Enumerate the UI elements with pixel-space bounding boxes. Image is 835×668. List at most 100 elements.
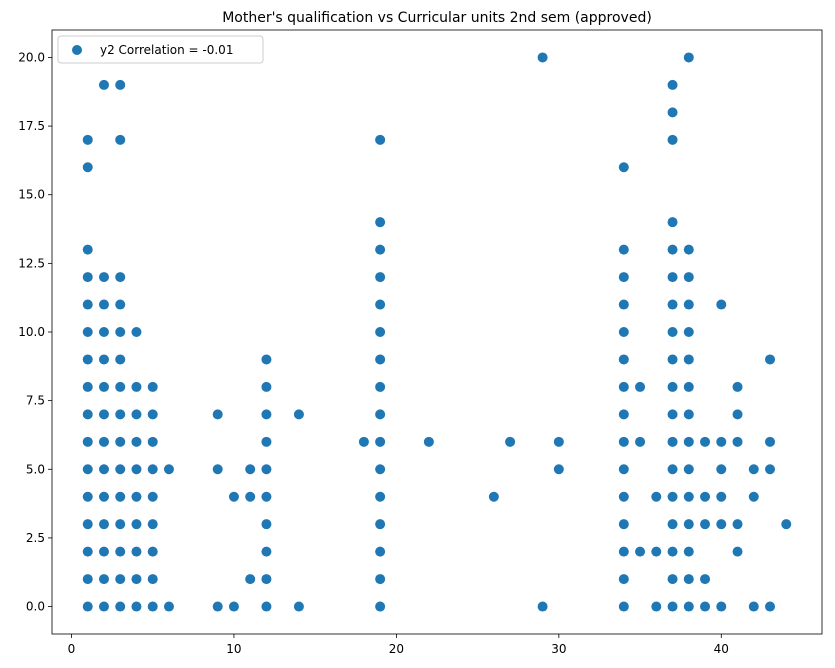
data-point — [98, 354, 109, 365]
data-point — [245, 574, 256, 585]
data-point — [683, 381, 694, 392]
data-point — [553, 436, 564, 447]
data-point — [683, 436, 694, 447]
data-point — [618, 354, 629, 365]
data-point — [82, 601, 93, 612]
data-point — [700, 574, 711, 585]
data-point — [683, 574, 694, 585]
data-point — [765, 464, 776, 475]
y-tick-label: 17.5 — [18, 119, 45, 133]
data-point — [651, 491, 662, 502]
x-tick-label: 10 — [226, 642, 241, 656]
data-point — [82, 244, 93, 255]
data-point — [147, 601, 158, 612]
data-point — [667, 79, 678, 90]
data-point — [651, 601, 662, 612]
data-point — [618, 381, 629, 392]
data-point — [683, 299, 694, 310]
data-point — [261, 464, 272, 475]
data-point — [618, 464, 629, 475]
data-point — [98, 272, 109, 283]
data-point — [131, 409, 142, 420]
data-point — [212, 409, 223, 420]
data-point — [98, 299, 109, 310]
data-point — [115, 464, 126, 475]
data-point — [82, 546, 93, 557]
data-point — [618, 244, 629, 255]
data-point — [700, 491, 711, 502]
data-point — [748, 601, 759, 612]
data-point — [98, 519, 109, 530]
data-point — [212, 601, 223, 612]
data-point — [115, 546, 126, 557]
data-point — [98, 491, 109, 502]
data-point — [667, 327, 678, 337]
data-point — [716, 436, 727, 447]
data-point — [765, 354, 776, 365]
data-point — [115, 436, 126, 447]
data-point — [261, 491, 272, 502]
data-point — [618, 546, 629, 557]
y-tick-label: 2.5 — [26, 531, 45, 545]
data-point — [732, 546, 743, 557]
data-point — [375, 409, 386, 420]
data-point — [375, 381, 386, 392]
data-point — [82, 519, 93, 530]
data-point — [716, 464, 727, 475]
data-point — [667, 134, 678, 145]
data-point — [667, 519, 678, 530]
data-point — [82, 354, 93, 365]
data-point — [667, 244, 678, 255]
data-point — [667, 354, 678, 365]
data-point — [98, 601, 109, 612]
data-point — [82, 299, 93, 310]
data-point — [358, 436, 369, 447]
data-point — [667, 217, 678, 228]
y-tick-label: 15.0 — [18, 188, 45, 202]
data-point — [748, 491, 759, 502]
data-point — [115, 79, 126, 90]
data-point — [375, 327, 386, 337]
data-point — [245, 464, 256, 475]
data-point — [618, 519, 629, 530]
data-point — [683, 491, 694, 502]
data-point — [147, 464, 158, 475]
data-point — [115, 381, 126, 392]
data-point — [700, 601, 711, 612]
data-point — [716, 299, 727, 310]
data-point — [82, 409, 93, 420]
data-point — [618, 491, 629, 502]
data-point — [245, 491, 256, 502]
data-point — [131, 546, 142, 557]
data-point — [375, 244, 386, 255]
data-point — [618, 299, 629, 310]
data-point — [293, 409, 304, 420]
data-point — [667, 107, 678, 118]
data-point — [667, 381, 678, 392]
data-point — [147, 381, 158, 392]
data-point — [82, 381, 93, 392]
data-point — [375, 464, 386, 475]
data-point — [667, 574, 678, 585]
data-point — [732, 409, 743, 420]
data-point — [261, 574, 272, 585]
data-point — [261, 354, 272, 365]
data-point — [732, 381, 743, 392]
data-point — [147, 491, 158, 502]
data-point — [683, 409, 694, 420]
data-point — [82, 272, 93, 283]
data-point — [683, 52, 694, 63]
data-point — [667, 546, 678, 557]
data-point — [375, 519, 386, 530]
data-point — [667, 491, 678, 502]
legend-label: y2 Correlation = -0.01 — [100, 43, 233, 57]
data-point — [98, 327, 109, 337]
data-point — [147, 409, 158, 420]
data-point — [82, 327, 93, 337]
data-point — [375, 574, 386, 585]
data-point — [375, 272, 386, 283]
data-point — [131, 519, 142, 530]
data-point — [618, 272, 629, 283]
